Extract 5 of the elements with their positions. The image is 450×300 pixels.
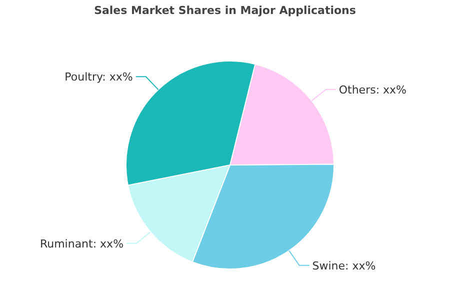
slice-label: Ruminant: xx% <box>40 237 124 250</box>
slice-label: Poultry: xx% <box>64 70 133 84</box>
chart-title: Sales Market Shares in Major Applications <box>93 4 357 17</box>
slice-label: Swine: xx% <box>312 259 376 272</box>
slice-label: Others: xx% <box>338 84 407 97</box>
